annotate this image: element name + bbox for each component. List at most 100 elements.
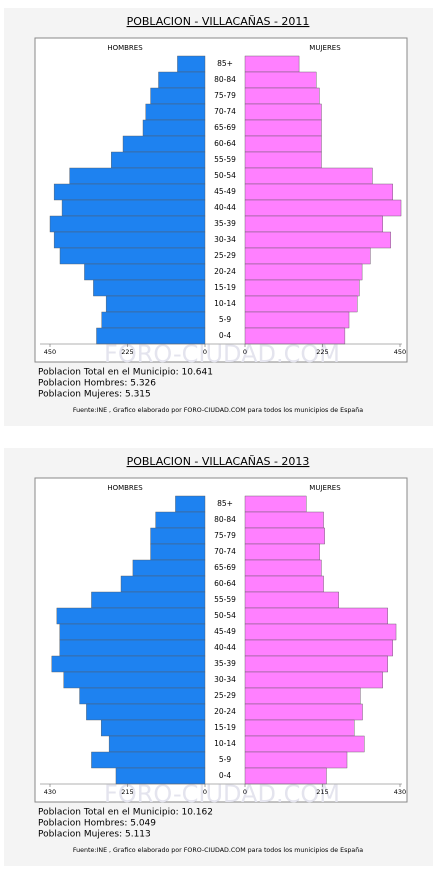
male-bar xyxy=(63,671,206,689)
male-bar xyxy=(53,183,206,201)
male-bar xyxy=(155,511,206,529)
age-label: 80-84 xyxy=(214,515,236,524)
age-label: 80-84 xyxy=(214,75,236,84)
age-label: 25-29 xyxy=(214,251,236,260)
female-bar xyxy=(244,607,388,625)
male-bar xyxy=(177,55,206,73)
right-header: MUJERES xyxy=(309,484,341,492)
female-bar xyxy=(244,495,307,513)
female-bar xyxy=(244,639,393,657)
female-bar xyxy=(244,327,346,345)
age-label: 85+ xyxy=(217,59,233,68)
x-tick-label: 225 xyxy=(121,348,133,356)
male-bar xyxy=(145,103,206,121)
female-bar xyxy=(244,119,322,137)
age-label: 35-39 xyxy=(214,659,236,668)
female-bar xyxy=(244,135,322,153)
female-bar xyxy=(244,543,320,561)
left-header: HOMBRES xyxy=(107,44,143,52)
female-bar xyxy=(244,103,322,121)
x-tick-label: 450 xyxy=(394,348,406,356)
female-bar xyxy=(244,559,322,577)
male-bar xyxy=(96,327,206,345)
male-bar xyxy=(100,719,206,737)
age-label: 70-74 xyxy=(214,107,236,116)
x-tick-label: 0 xyxy=(203,788,207,796)
female-bar xyxy=(244,527,325,545)
male-bar xyxy=(53,231,206,249)
note: Poblacion Total en el Municipio: 10.641 xyxy=(38,368,213,378)
age-label: 55-59 xyxy=(214,595,236,604)
age-label: 60-64 xyxy=(214,579,236,588)
chart-title: POBLACION - VILLACAÑAS - 2013 xyxy=(127,455,310,468)
age-label: 75-79 xyxy=(214,531,236,540)
age-label: 85+ xyxy=(217,499,233,508)
female-bar xyxy=(244,719,355,737)
female-bar xyxy=(244,591,339,609)
male-bar xyxy=(69,167,206,185)
female-bar xyxy=(244,55,300,73)
female-bar xyxy=(244,311,350,329)
male-bar xyxy=(108,735,206,753)
x-tick-label: 215 xyxy=(316,788,328,796)
female-bar xyxy=(244,703,363,721)
source: Fuente:INE , Grafico elaborado por FORO-… xyxy=(73,847,363,854)
age-label: 65-69 xyxy=(214,123,236,132)
watermark: FORO-CIUDAD.COM xyxy=(104,780,340,808)
female-bar xyxy=(244,735,365,753)
age-label: 60-64 xyxy=(214,139,236,148)
age-label: 70-74 xyxy=(214,547,236,556)
male-bar xyxy=(56,607,206,625)
female-bar xyxy=(244,767,327,785)
x-tick-label: 0 xyxy=(243,348,247,356)
male-bar xyxy=(142,119,206,137)
female-bar xyxy=(244,511,324,529)
age-label: 0-4 xyxy=(219,771,231,780)
female-bar xyxy=(244,71,317,89)
age-label: 15-19 xyxy=(214,723,236,732)
x-tick-label: 225 xyxy=(316,348,328,356)
male-bar xyxy=(150,87,206,105)
female-bar xyxy=(244,199,402,217)
male-bar xyxy=(86,703,206,721)
female-bar xyxy=(244,623,397,641)
male-bar xyxy=(91,751,206,769)
male-bar xyxy=(150,543,206,561)
note: Poblacion Mujeres: 5.113 xyxy=(38,830,151,840)
age-label: 20-24 xyxy=(214,267,236,276)
age-label: 75-79 xyxy=(214,91,236,100)
male-bar xyxy=(59,247,206,265)
note: Poblacion Total en el Municipio: 10.162 xyxy=(38,808,213,818)
age-label: 40-44 xyxy=(214,643,236,652)
male-bar xyxy=(84,263,206,281)
male-bar xyxy=(105,295,206,313)
age-label: 25-29 xyxy=(214,691,236,700)
male-bar xyxy=(51,655,206,673)
age-label: 55-59 xyxy=(214,155,236,164)
female-bar xyxy=(244,687,361,705)
age-label: 50-54 xyxy=(214,171,236,180)
female-bar xyxy=(244,231,391,249)
male-bar xyxy=(132,559,206,577)
female-bar xyxy=(244,671,383,689)
female-bar xyxy=(244,751,348,769)
source: Fuente:INE , Grafico elaborado por FORO-… xyxy=(73,407,363,414)
female-bar xyxy=(244,575,324,593)
female-bar xyxy=(244,295,358,313)
x-tick-label: 430 xyxy=(44,788,56,796)
male-bar xyxy=(122,135,206,153)
male-bar xyxy=(101,311,206,329)
male-bar xyxy=(115,767,206,785)
male-bar xyxy=(158,71,206,89)
x-tick-label: 0 xyxy=(203,348,207,356)
x-tick-label: 215 xyxy=(121,788,133,796)
x-tick-label: 0 xyxy=(243,788,247,796)
age-label: 15-19 xyxy=(214,283,236,292)
male-bar xyxy=(79,687,206,705)
male-bar xyxy=(59,639,206,657)
right-header: MUJERES xyxy=(309,44,341,52)
male-bar xyxy=(175,495,206,513)
female-bar xyxy=(244,655,388,673)
age-label: 65-69 xyxy=(214,563,236,572)
